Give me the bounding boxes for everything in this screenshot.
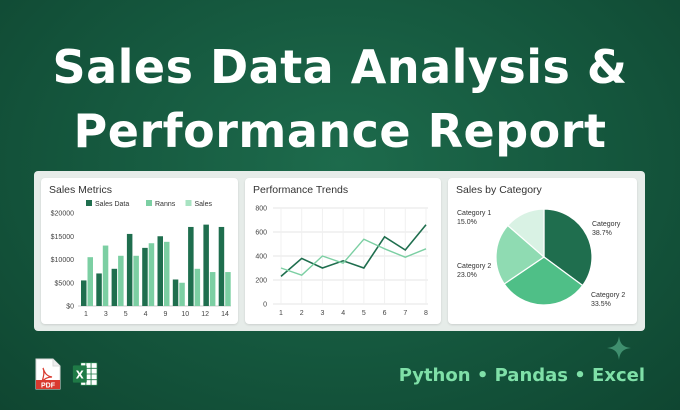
x-tick-label: 8	[424, 310, 428, 317]
y-tick-label: 600	[255, 230, 267, 237]
pie-slice	[503, 256, 584, 306]
sales-by-category-title: Sales by Category	[456, 184, 542, 196]
pie-slice-label: Category 2	[457, 263, 491, 270]
bar	[142, 247, 148, 306]
pie-slice-label: Category 1	[457, 210, 491, 217]
sales-metrics-chart: Sales Data Ranns Sales $0 $5000 $10000 $15000 $…	[51, 200, 231, 318]
y-tick-label: $0	[66, 304, 74, 311]
bar	[87, 257, 93, 306]
x-tick-label: 5	[124, 311, 128, 318]
sales-metrics-title: Sales Metrics	[49, 184, 113, 196]
y-tick-label: 800	[255, 206, 267, 213]
x-tick-label: 9	[163, 311, 167, 318]
y-tick-label: $10000	[51, 257, 74, 264]
legend-label-0: Sales Data	[95, 201, 129, 208]
y-tick-label: $15000	[51, 234, 74, 241]
bar	[118, 255, 124, 306]
sales-by-category-card: Sales by Category Category 38.7% Category …	[448, 178, 637, 324]
legend-swatch-0	[86, 200, 92, 206]
legend-label-2: Sales	[195, 201, 213, 208]
y-tick-label: $5000	[55, 280, 75, 287]
y-tick-label: 0	[263, 302, 267, 309]
pdf-file-icon: PDF	[35, 358, 61, 390]
tech-stack-label: Python • Pandas • Excel	[398, 365, 645, 386]
x-tick-label: 6	[383, 310, 387, 317]
series-line-1	[280, 238, 427, 276]
bar	[81, 280, 87, 306]
legend-swatch-1	[146, 200, 152, 206]
bar	[179, 282, 185, 306]
x-tick-label: 12	[201, 311, 209, 318]
bar	[157, 236, 163, 306]
bar	[172, 279, 179, 306]
legend-label-1: Ranns	[155, 201, 176, 208]
x-tick-label: 4	[341, 310, 345, 317]
pie-slice-percent: 33.5%	[591, 301, 611, 308]
performance-trends-card: Performance Trends 0 200 400 600 800 1 2 3 4 5 6 7 8	[245, 178, 441, 324]
pie-slice	[543, 208, 593, 287]
y-tick-label: 400	[255, 254, 267, 261]
pie-slice-percent: 15.0%	[457, 219, 477, 226]
bar	[133, 255, 139, 306]
x-tick-label: 2	[300, 310, 304, 317]
x-tick-label: 1	[279, 310, 283, 317]
performance-trends-chart: 0 200 400 600 800 1 2 3 4 5 6 7 8	[255, 206, 428, 318]
series-line-0	[280, 224, 427, 278]
bar	[111, 268, 118, 306]
bar	[194, 268, 201, 306]
x-tick-label: 5	[362, 310, 366, 317]
x-tick-label: 7	[403, 310, 407, 317]
pie-slice-percent: 38.7%	[592, 230, 612, 237]
page-title-line-1: Sales Data Analysis &	[52, 40, 628, 94]
x-tick-label: 10	[181, 311, 189, 318]
bar	[102, 245, 109, 306]
performance-trends-title: Performance Trends	[253, 184, 349, 196]
excel-file-icon: X	[72, 362, 98, 386]
pie-slice-label: Category	[592, 221, 621, 228]
bar	[126, 233, 133, 306]
sales-metrics-card: Sales Metrics Sales Data Ranns Sales $0 $500…	[41, 178, 238, 324]
bar	[148, 243, 155, 306]
bar	[96, 273, 102, 306]
bar	[203, 224, 209, 306]
excel-label: X	[76, 369, 84, 381]
pie-slice-percent: 23.0%	[457, 272, 477, 279]
x-tick-label: 3	[104, 311, 108, 318]
pie-slice-label: Category 2	[591, 292, 625, 299]
pie-slice	[495, 224, 545, 285]
x-tick-label: 3	[320, 310, 324, 317]
bar	[225, 272, 231, 306]
bar	[164, 241, 170, 306]
x-tick-label: 4	[144, 311, 148, 318]
sparkle-icon	[607, 336, 631, 360]
bar	[209, 272, 216, 306]
pie-slice	[506, 208, 545, 259]
x-tick-label: 14	[221, 311, 229, 318]
y-tick-label: $20000	[51, 211, 74, 218]
y-tick-label: 200	[255, 278, 267, 285]
legend-swatch-2	[185, 200, 192, 206]
pdf-label: PDF	[41, 383, 56, 390]
sales-by-category-chart: Category 38.7% Category 2 33.5% Category 2 23…	[457, 208, 625, 308]
x-tick-label: 1	[84, 311, 88, 318]
bar	[218, 226, 225, 306]
page-title-line-2: Performance Report	[73, 104, 607, 158]
bar	[188, 226, 194, 306]
